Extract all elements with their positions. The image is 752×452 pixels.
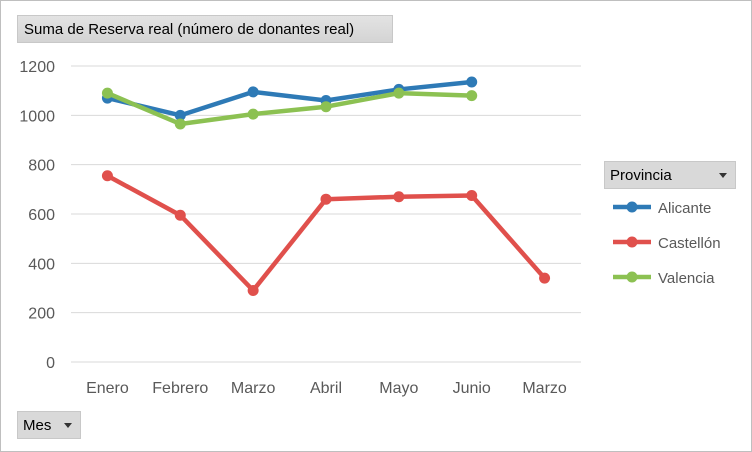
data-point[interactable] [466, 76, 478, 88]
dropdown-arrow-icon[interactable] [719, 173, 727, 178]
legend-item[interactable]: Alicante [613, 200, 711, 217]
data-point[interactable] [247, 284, 259, 296]
legend-field-label: Provincia [610, 166, 672, 184]
series-2 [101, 87, 478, 130]
data-point[interactable] [101, 87, 113, 99]
data-point[interactable] [247, 108, 259, 120]
data-point[interactable] [466, 190, 478, 201]
value-field-button[interactable]: Suma de Reserva real (número de donantes… [17, 15, 393, 43]
series-line [105, 79, 474, 118]
y-tick-label: 800 [28, 158, 55, 175]
legend-field-button[interactable]: Provincia [604, 161, 736, 189]
y-tick-label: 0 [46, 355, 55, 372]
series-1 [101, 170, 551, 296]
x-tick-label: Junio [453, 380, 491, 397]
data-point[interactable] [466, 90, 478, 102]
data-point[interactable] [174, 209, 186, 221]
y-tick-label: 200 [28, 306, 55, 323]
legend-label: Valencia [658, 270, 715, 287]
x-tick-label: Abril [310, 380, 342, 397]
legend: Alicante Castellón Valencia [613, 200, 721, 287]
x-tick-label: Marzo [231, 380, 276, 397]
legend-point-marker [626, 271, 638, 283]
legend-label: Alicante [658, 200, 711, 217]
y-tick-label: 400 [28, 256, 55, 273]
dropdown-arrow-icon[interactable] [64, 423, 72, 428]
data-point[interactable] [539, 272, 551, 284]
data-point[interactable] [174, 118, 186, 130]
series-line [105, 173, 547, 293]
data-point[interactable] [393, 87, 405, 99]
value-field-label: Suma de Reserva real (número de donantes… [24, 20, 355, 38]
axis-field-label: Mes [23, 416, 52, 434]
y-tick-label: 1200 [19, 59, 55, 76]
data-point[interactable] [320, 193, 332, 205]
data-point[interactable] [247, 86, 259, 98]
data-point[interactable] [101, 170, 113, 182]
y-axis-ticks: 0 200 400 600 800 1000 1200 [19, 59, 55, 372]
x-tick-label: Enero [86, 380, 129, 397]
legend-item[interactable]: Valencia [613, 270, 715, 287]
x-tick-label: Mayo [379, 380, 418, 397]
data-point[interactable] [320, 101, 332, 113]
legend-point-marker [626, 236, 638, 248]
x-tick-label: Marzo [522, 380, 567, 397]
legend-label: Castellón [658, 235, 721, 252]
data-point[interactable] [393, 191, 405, 203]
y-tick-label: 600 [28, 207, 55, 224]
axis-field-button[interactable]: Mes [17, 411, 81, 439]
x-tick-label: Febrero [152, 380, 208, 397]
data-point[interactable] [174, 109, 186, 121]
series-lines [101, 76, 551, 296]
legend-point-marker [626, 201, 638, 213]
y-tick-label: 1000 [19, 108, 55, 125]
x-axis-ticks: Enero Febrero Marzo Abril Mayo Junio Marzo [86, 380, 567, 397]
legend-item[interactable]: Castellón [613, 235, 721, 252]
series-line [105, 90, 474, 127]
